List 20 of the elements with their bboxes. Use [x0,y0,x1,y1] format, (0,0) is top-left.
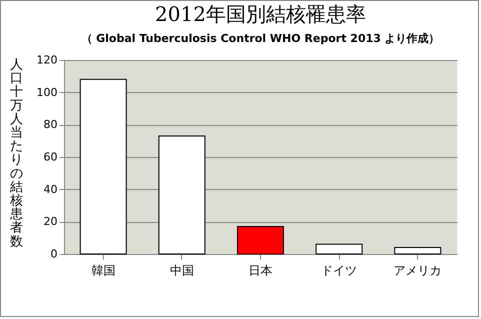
y-tick-label: 20 [44,215,58,228]
x-tick-label: 韓国 [91,264,116,278]
bar [394,247,442,254]
x-tick-label: ドイツ [321,264,358,278]
y-tick-label: 40 [44,182,58,196]
y-tick-label: 60 [44,150,58,164]
bar [80,78,127,254]
y-tick-label: 0 [50,248,58,260]
y-tick-label: 100 [36,86,58,99]
bar [316,244,363,254]
chart-subtitle: （ Global Tuberculosis Control WHO Report 2013 より作成） [81,32,440,45]
bar [158,135,206,254]
bar [237,226,284,254]
y-tick-label: 80 [44,118,58,132]
y-tick-label: 120 [36,54,58,66]
x-tick-label: アメリカ [394,264,442,278]
x-tick-label: 日本 [248,264,272,278]
chart-title: 2012年国別結核罹患率 [155,2,366,26]
text: 人口十万人当たりの結核患者数 [10,58,23,250]
x-tick-label: 中国 [170,264,194,278]
